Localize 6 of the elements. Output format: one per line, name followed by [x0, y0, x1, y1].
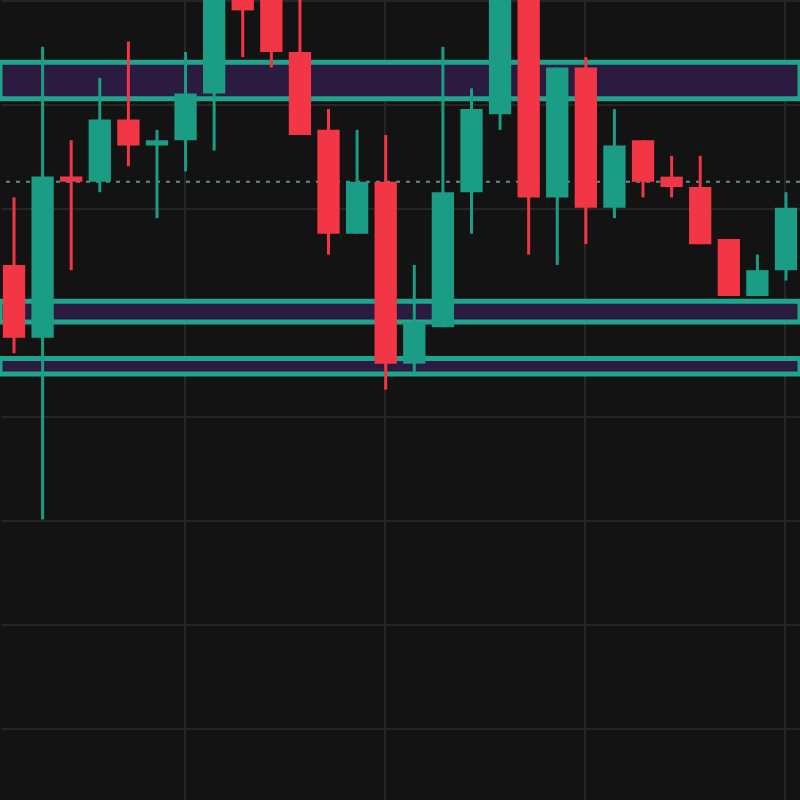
candlestick	[117, 40, 140, 168]
candlestick	[660, 154, 683, 199]
candlestick	[631, 138, 655, 199]
candlestick	[60, 138, 83, 272]
candlestick	[145, 128, 169, 220]
candlestick	[231, 0, 254, 59]
